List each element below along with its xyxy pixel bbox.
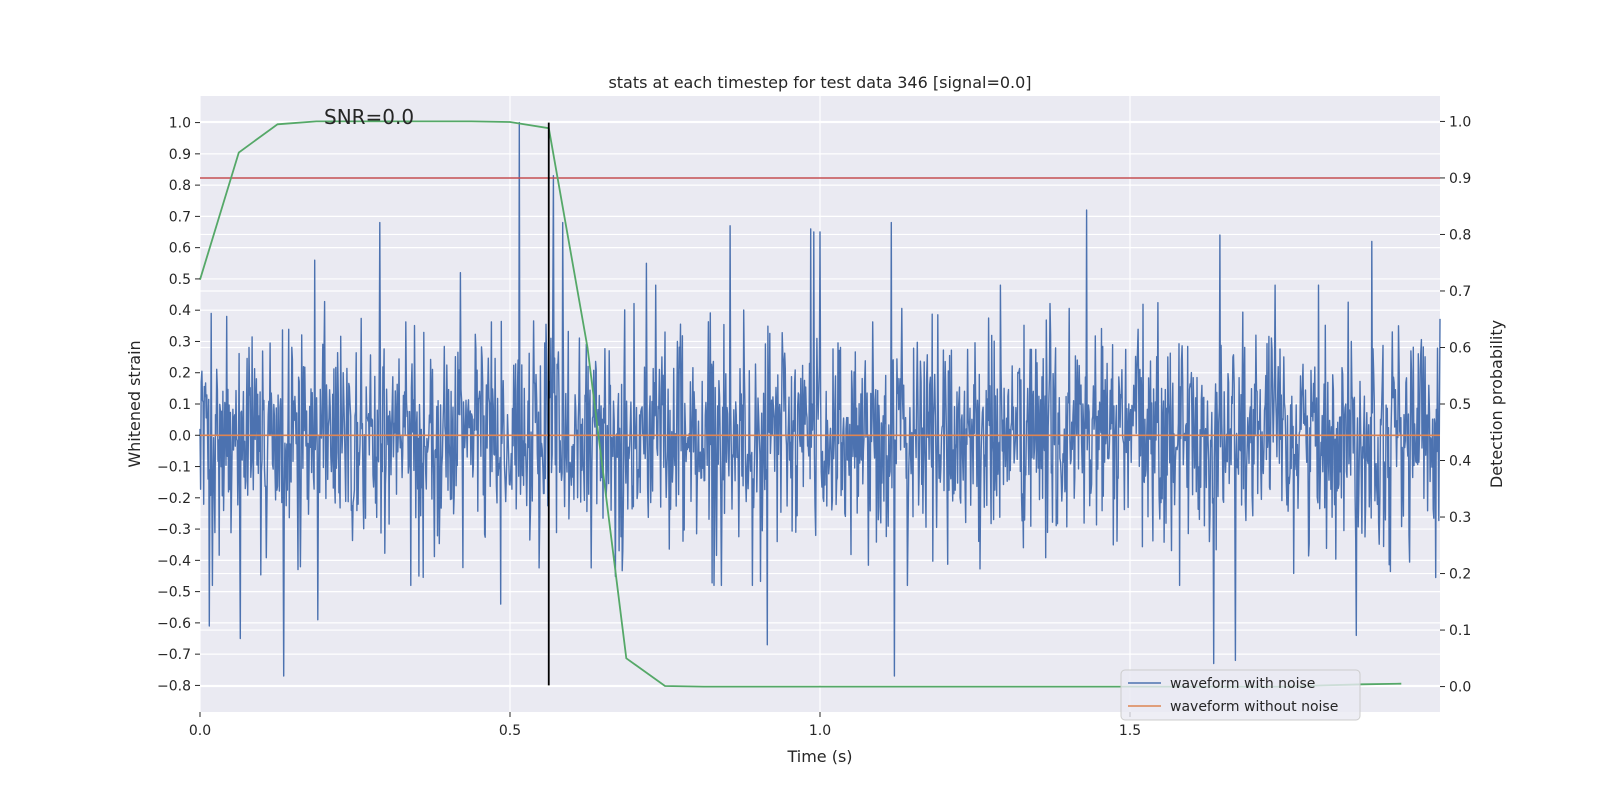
y-tick-label: 0.7 — [169, 209, 191, 225]
y-tick-label: −0.3 — [157, 522, 191, 538]
y-tick-label: 0.0 — [169, 428, 191, 444]
x-tick-label: 0.0 — [189, 723, 211, 739]
legend-label-noise: waveform with noise — [1170, 676, 1315, 692]
y2-tick-label: 0.1 — [1449, 623, 1471, 639]
y2-tick-label: 0.8 — [1449, 227, 1471, 243]
y-tick-label: −0.2 — [157, 491, 191, 507]
x-tick-label: 1.5 — [1119, 723, 1141, 739]
y-tick-label: 0.2 — [169, 366, 191, 382]
x-tick-label: 0.5 — [499, 723, 521, 739]
series-waveform-with-noise — [199, 121, 1441, 677]
y-tick-label: 1.0 — [169, 116, 191, 132]
x-tick-label: 1.0 — [809, 723, 831, 739]
y2-tick-label: 0.2 — [1449, 567, 1471, 583]
y-tick-label: 0.3 — [169, 334, 191, 350]
y2-tick-label: 1.0 — [1449, 114, 1471, 130]
y-tick-label: 0.1 — [169, 397, 191, 413]
y2-tick-label: 0.6 — [1449, 340, 1471, 356]
y-tick-label: −0.8 — [157, 678, 191, 694]
y2-tick-label: 0.9 — [1449, 171, 1471, 187]
y2-tick-label: 0.7 — [1449, 284, 1471, 300]
legend-label-clean: waveform without noise — [1170, 699, 1338, 715]
y-tick-label: −0.7 — [157, 647, 191, 663]
y-tick-label: 0.8 — [169, 178, 191, 194]
y-axis-label: Whitened strain — [125, 340, 144, 467]
snr-annotation: SNR=0.0 — [324, 105, 414, 129]
legend-box — [1120, 669, 1361, 721]
y-tick-label: 0.4 — [169, 303, 191, 319]
y2-tick-label: 0.3 — [1449, 510, 1471, 526]
y-tick-label: −0.4 — [157, 553, 191, 569]
y2-tick-label: 0.0 — [1449, 680, 1471, 696]
y-tick-label: −0.6 — [157, 616, 191, 632]
y2-tick-label: 0.4 — [1449, 454, 1471, 470]
axes: 0.0 0.5 1.0 1.5 −0.8 −0.7 −0.6 −0.5 −0.4 −0.3 −0.2… — [157, 114, 1471, 739]
legend: waveform with noise waveform without noi… — [1120, 669, 1361, 721]
y-tick-label: −0.1 — [157, 460, 191, 476]
y-tick-label: 0.9 — [169, 147, 191, 163]
y2-tick-label: 0.5 — [1449, 397, 1471, 413]
y-tick-label: 0.5 — [169, 272, 191, 288]
y-tick-label: 0.6 — [169, 241, 191, 257]
y2-axis-label: Detection probability — [1487, 320, 1506, 488]
y-tick-label: −0.5 — [157, 585, 191, 601]
chart-title: stats at each timestep for test data 346… — [608, 73, 1031, 92]
x-axis-label: Time (s) — [786, 747, 852, 766]
